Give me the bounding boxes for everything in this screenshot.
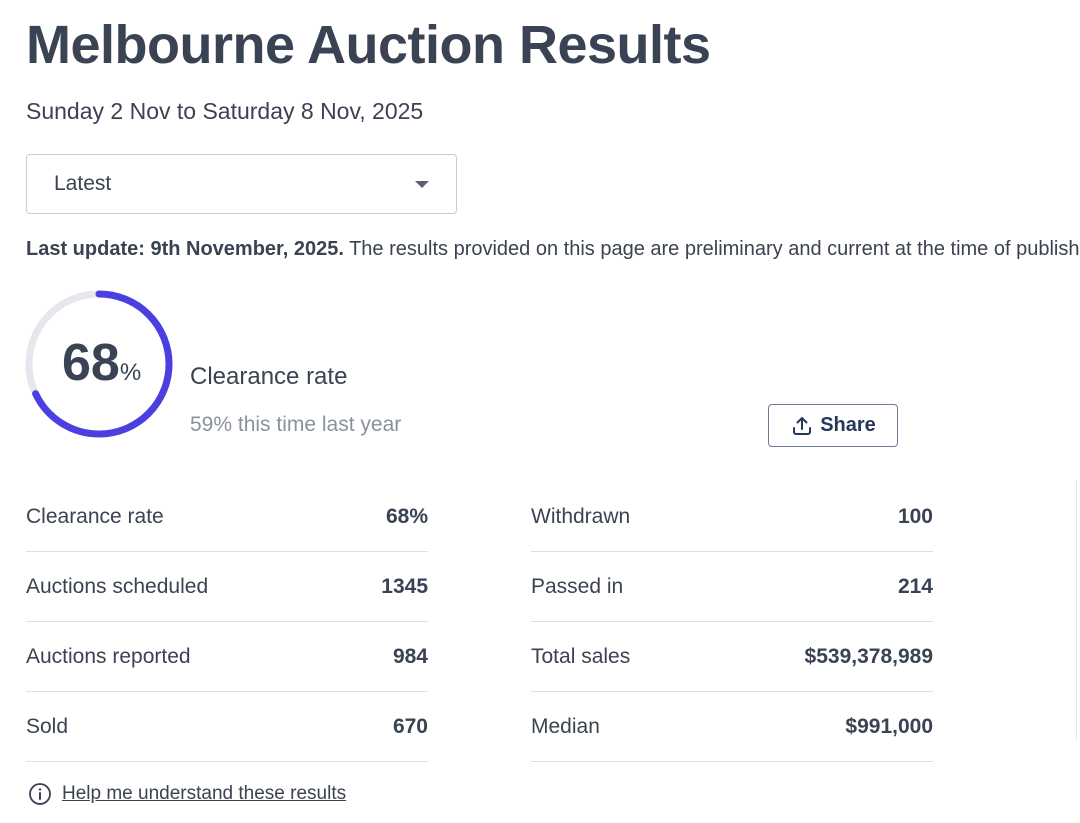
period-select[interactable]: Latest	[26, 154, 457, 214]
stat-value: 1345	[381, 574, 428, 598]
stat-value: 670	[392, 714, 428, 738]
info-icon	[29, 783, 51, 805]
stat-row: Sold 670	[26, 692, 428, 762]
clearance-rate-big: 68%	[62, 333, 141, 393]
share-button[interactable]: Share	[768, 404, 898, 447]
stat-label: Auctions scheduled	[26, 574, 209, 598]
clearance-rate-label: Clearance rate	[190, 363, 348, 390]
stats-left: Clearance rate 68% Auctions scheduled 1345…	[26, 482, 428, 762]
stat-label: Passed in	[531, 574, 624, 598]
help-link[interactable]: Help me understand these results	[62, 783, 347, 804]
side-panel-edge	[1076, 480, 1080, 740]
stat-label: Sold	[26, 714, 69, 738]
percent-sign: %	[119, 359, 142, 386]
clearance-rate-value: 68	[62, 334, 120, 392]
ring-progress	[25, 290, 173, 438]
stat-row: Auctions reported 984	[26, 622, 428, 692]
stat-row: Withdrawn 100	[531, 482, 933, 552]
last-update-date: Last update: 9th November, 2025.	[26, 238, 344, 260]
stat-row: Passed in 214	[531, 552, 933, 622]
stat-value: $539,378,989	[804, 644, 933, 668]
stat-label: Median	[531, 714, 600, 738]
stat-value: 214	[897, 574, 933, 598]
stat-value: 984	[392, 644, 428, 668]
last-year-rate: 59% this time last year	[190, 413, 402, 436]
page-title: Melbourne Auction Results	[26, 15, 711, 75]
stat-row: Auctions scheduled 1345	[26, 552, 428, 622]
help-section: Help me understand these results	[28, 782, 346, 806]
stats-right: Withdrawn 100 Passed in 214 Total sales $53…	[531, 482, 933, 762]
stat-value: 68%	[385, 504, 428, 528]
upload-icon	[793, 416, 812, 435]
last-update-note: Last update: 9th November, 2025. The res…	[26, 238, 1080, 261]
share-label: Share	[820, 414, 876, 436]
date-range: Sunday 2 Nov to Saturday 8 Nov, 2025	[26, 98, 424, 124]
stat-value: 100	[897, 504, 933, 528]
stat-row: Clearance rate 68%	[26, 482, 428, 552]
stat-label: Auctions reported	[26, 644, 191, 668]
last-update-text: The results provided on this page are pr…	[343, 238, 1080, 260]
stat-label: Withdrawn	[531, 504, 631, 528]
stat-value: $991,000	[845, 714, 933, 738]
stat-label: Clearance rate	[26, 504, 164, 528]
chevron-down-icon	[415, 181, 429, 188]
stat-row: Total sales $539,378,989	[531, 622, 933, 692]
stat-row: Median $991,000	[531, 692, 933, 762]
stat-label: Total sales	[531, 644, 631, 668]
period-select-value: Latest	[54, 172, 112, 195]
clearance-rate-ring	[25, 290, 173, 438]
